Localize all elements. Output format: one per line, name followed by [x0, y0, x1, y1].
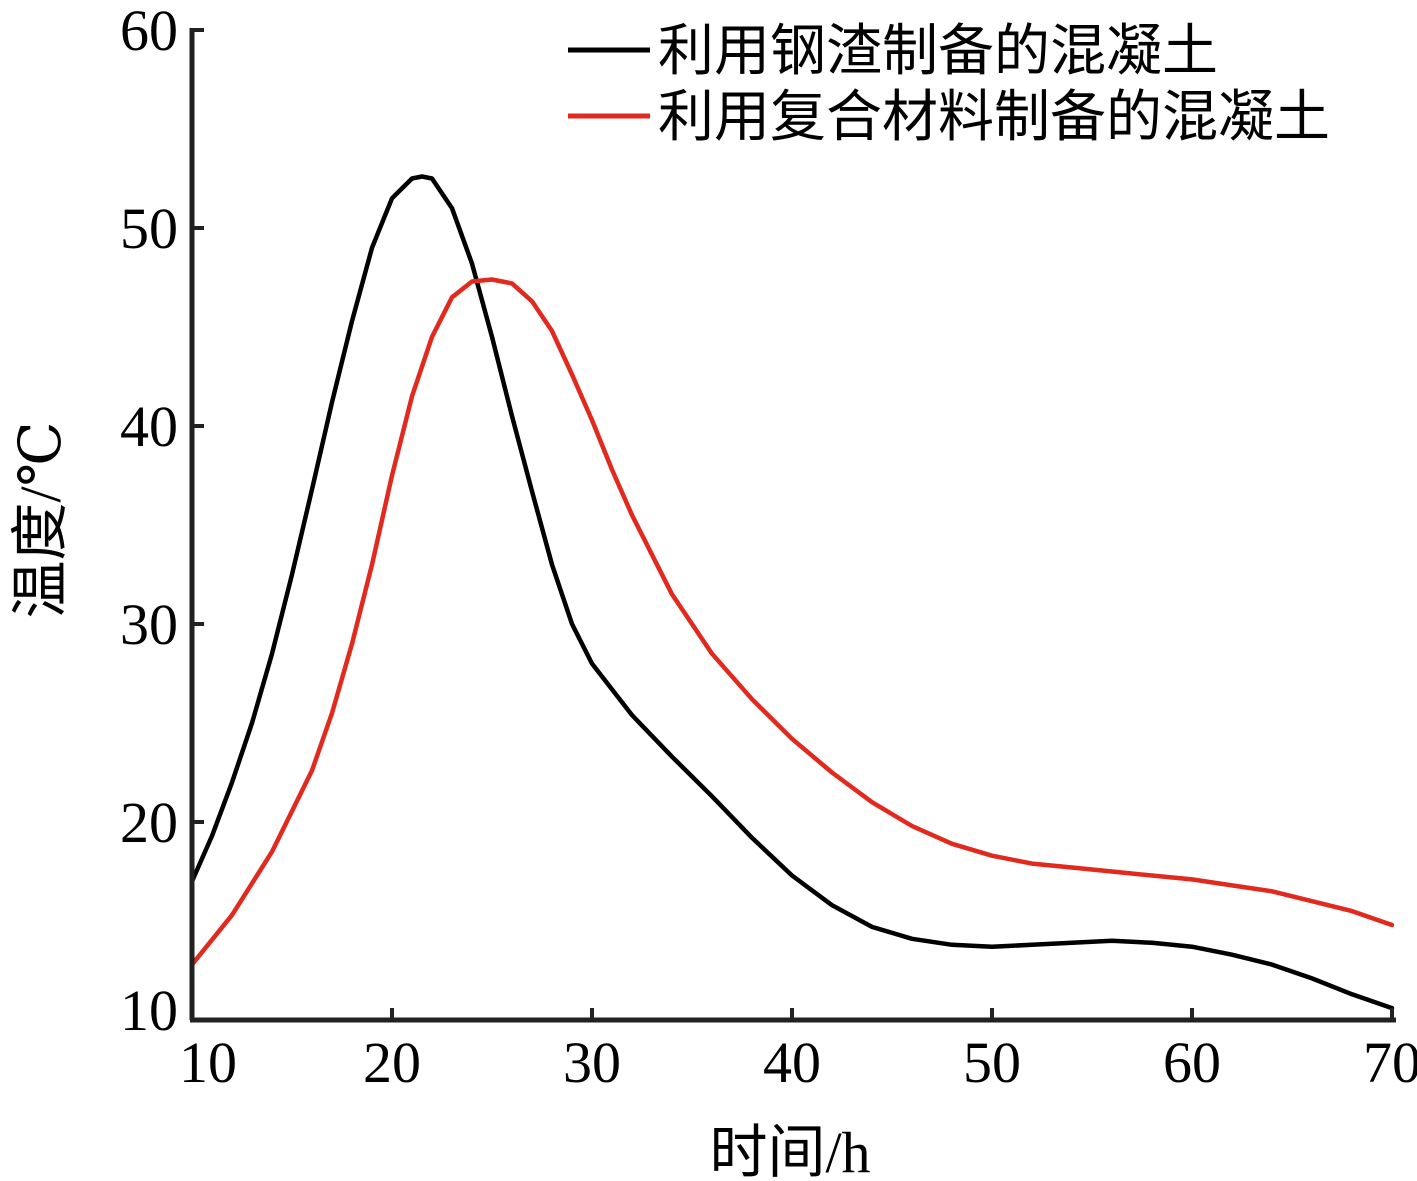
y-axis-title: 温度/℃	[8, 422, 73, 619]
series-layer	[189, 174, 1395, 1011]
x-axis-title: 时间/h	[709, 1120, 870, 1181]
y-tick-label-3: 40	[120, 394, 178, 459]
axes-layer	[189, 28, 1396, 1023]
legend-label-0: 利用钢渣制备的混凝土	[658, 21, 1218, 83]
y-tick-label-2: 30	[120, 592, 178, 657]
x-tick-label-0: 10	[179, 1030, 237, 1095]
x-tick-label-5: 60	[1163, 1030, 1221, 1095]
y-tick-label-1: 20	[120, 790, 178, 855]
x-tick-label-4: 50	[963, 1030, 1021, 1095]
y-tick-label-5: 60	[120, 0, 178, 63]
x-tick-label-2: 30	[563, 1030, 621, 1095]
series-line-1	[189, 277, 1395, 967]
y-tick-label-0: 10	[120, 978, 178, 1043]
y-tick-label-4: 50	[120, 196, 178, 261]
ticks-layer: 10 20 30 40 50 60 70 10 20 30 40 50 60	[120, 0, 1417, 1095]
x-tick-label-1: 20	[363, 1030, 421, 1095]
series-line-0	[189, 174, 1395, 1011]
legend-label-1: 利用复合材料制备的混凝土	[658, 87, 1330, 149]
x-tick-label-3: 40	[763, 1030, 821, 1095]
x-tick-label-6: 70	[1363, 1030, 1417, 1095]
